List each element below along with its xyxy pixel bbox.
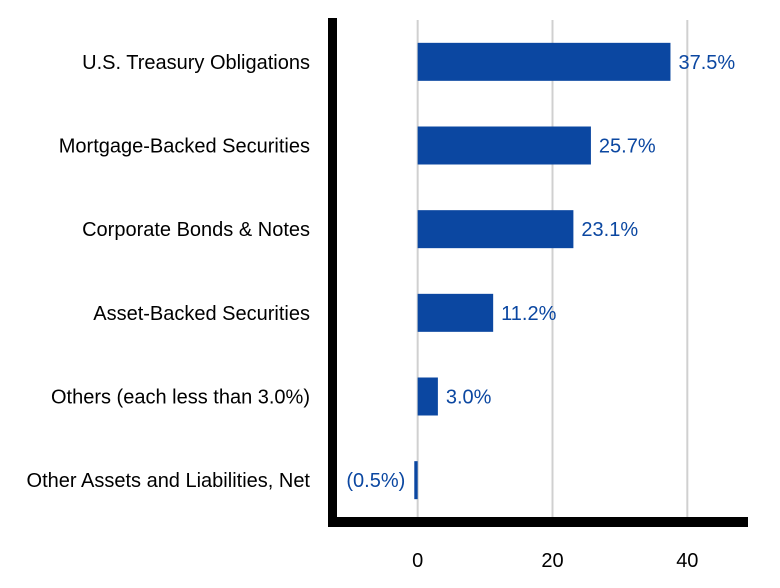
x-tick-label-0: 0: [412, 550, 423, 572]
value-label-2: 23.1%: [581, 219, 638, 241]
gridlines: [416, 20, 689, 522]
bar-0: [417, 42, 671, 81]
axes: [328, 18, 748, 527]
bar-5: [414, 461, 418, 500]
category-label-4: Others (each less than 3.0%): [51, 387, 310, 409]
bar-4: [417, 377, 438, 416]
x-tick-labels: 0 20 40: [412, 550, 698, 572]
value-label-0: 37.5%: [678, 52, 735, 74]
bar-1: [417, 126, 591, 165]
category-label-3: Asset-Backed Securities: [93, 303, 310, 325]
value-label-4: 3.0%: [446, 387, 492, 409]
category-label-0: U.S. Treasury Obligations: [82, 52, 310, 74]
value-labels: 37.5% 25.7% 23.1% 11.2% 3.0% (0.5%): [346, 52, 735, 492]
x-tick-label-40: 40: [676, 550, 698, 572]
value-label-3: 11.2%: [501, 303, 556, 325]
value-label-5: (0.5%): [346, 470, 405, 492]
y-axis-line: [328, 18, 337, 527]
category-label-5: Other Assets and Liabilities, Net: [27, 470, 311, 492]
category-labels: U.S. Treasury Obligations Mortgage-Backed…: [27, 52, 311, 492]
category-label-2: Corporate Bonds & Notes: [82, 219, 310, 241]
x-axis-line: [328, 517, 748, 527]
bar-3: [417, 293, 494, 332]
bar-2: [417, 210, 574, 249]
x-tick-label-20: 20: [541, 550, 563, 572]
bars: [414, 42, 671, 500]
value-label-1: 25.7%: [599, 136, 656, 158]
category-label-1: Mortgage-Backed Securities: [59, 136, 310, 158]
